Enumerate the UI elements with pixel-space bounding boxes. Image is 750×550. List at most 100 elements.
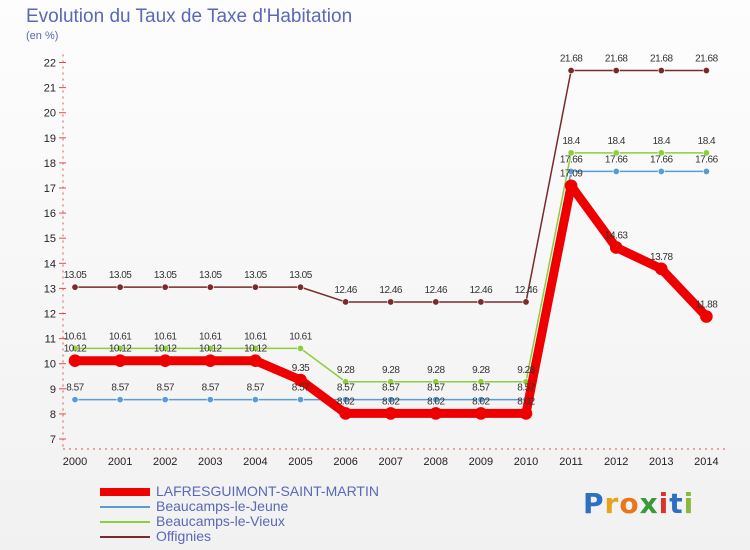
y-tick-label: 20 [44,108,56,120]
y-tick-label: 8 [50,409,56,421]
data-point [71,344,79,352]
data-label: 9.28 [517,365,535,376]
data-point [567,67,575,75]
data-label: 8.57 [517,383,535,394]
data-point [477,396,485,404]
data-label: 9.28 [382,365,400,376]
data-label: 10.12 [154,344,177,355]
legend-label: Beaucamps-le-Jeune [156,498,289,514]
data-label: 17.66 [695,154,718,165]
data-point [657,167,665,175]
data-point [342,298,350,306]
x-tick-label: 2012 [604,456,628,468]
x-tick-label: 2009 [469,456,493,468]
data-point [161,396,169,404]
data-label: 12.46 [379,285,402,296]
x-tick-label: 2006 [333,456,357,468]
data-point [612,167,620,175]
x-tick-label: 2004 [243,456,267,468]
data-label: 12.46 [470,285,493,296]
data-point [296,344,304,352]
data-label: 8.57 [427,383,445,394]
x-tick-label: 2010 [514,456,538,468]
x-tick-label: 2002 [153,456,177,468]
data-point [387,378,395,386]
chart-unit-label: (en %) [26,30,59,42]
y-tick-label: 17 [44,183,56,195]
data-point [432,396,440,404]
data-point [612,67,620,75]
data-label: 8.02 [427,396,445,407]
data-point [251,344,259,352]
data-label: 17.66 [650,154,673,165]
data-label: 21.68 [605,54,628,65]
data-label: 18.4 [698,136,716,147]
data-label: 8.57 [472,383,490,394]
data-label: 12.46 [334,285,357,296]
logo-letter: t [669,487,684,520]
data-label: 21.68 [650,54,673,65]
logo-letter: o [619,487,640,520]
y-tick-label: 10 [44,359,56,371]
logo-letter: x [639,487,659,520]
data-point [249,354,262,367]
data-point [702,167,710,175]
data-point [206,283,214,291]
data-label: 13.78 [650,252,673,263]
data-point [342,396,350,404]
data-point [113,354,127,367]
data-point [657,149,665,157]
y-tick-label: 13 [44,283,56,295]
data-label: 18.4 [607,136,625,147]
x-tick-label: 2014 [694,456,718,468]
legend-swatch [100,488,150,496]
data-point [384,407,398,420]
y-tick-label: 21 [44,83,56,95]
legend-swatch [100,536,150,538]
x-tick-label: 2001 [108,456,132,468]
data-point [161,283,169,291]
data-point [251,283,259,291]
data-point [700,310,713,323]
data-point [477,378,485,386]
data-point [657,67,665,75]
data-label: 10.61 [154,331,177,342]
data-point [206,344,214,352]
data-label: 10.61 [199,331,222,342]
x-tick-label: 2011 [559,456,583,468]
data-point [564,179,578,193]
data-point [567,167,575,175]
data-label: 10.12 [64,344,87,355]
data-label: 8.57 [292,383,310,394]
legend-label: Offignies [156,528,211,544]
x-tick-label: 2003 [198,456,222,468]
data-label: 17.09 [560,169,583,180]
data-label: 9.28 [427,365,445,376]
data-label: 11.88 [696,300,719,311]
data-point [204,354,217,367]
data-point [339,407,352,420]
data-point [294,373,307,387]
data-label: 13.05 [64,270,87,281]
data-label: 10.12 [109,344,132,355]
data-point [387,298,395,306]
data-point [71,283,79,291]
logo-letter: i [658,487,670,520]
data-label: 8.57 [382,383,400,394]
data-point [116,344,124,352]
y-tick-label: 15 [44,233,56,245]
data-point [432,298,440,306]
data-point [429,407,443,420]
data-point [71,396,79,404]
data-point [474,407,488,420]
data-point [116,396,124,404]
data-point [158,354,172,367]
logo-letter: P [583,487,605,520]
y-tick-label: 18 [44,158,56,170]
data-label: 21.68 [560,54,583,65]
data-label: 17.66 [560,154,583,165]
series-line [75,69,707,303]
logo-letter: i [683,487,695,520]
